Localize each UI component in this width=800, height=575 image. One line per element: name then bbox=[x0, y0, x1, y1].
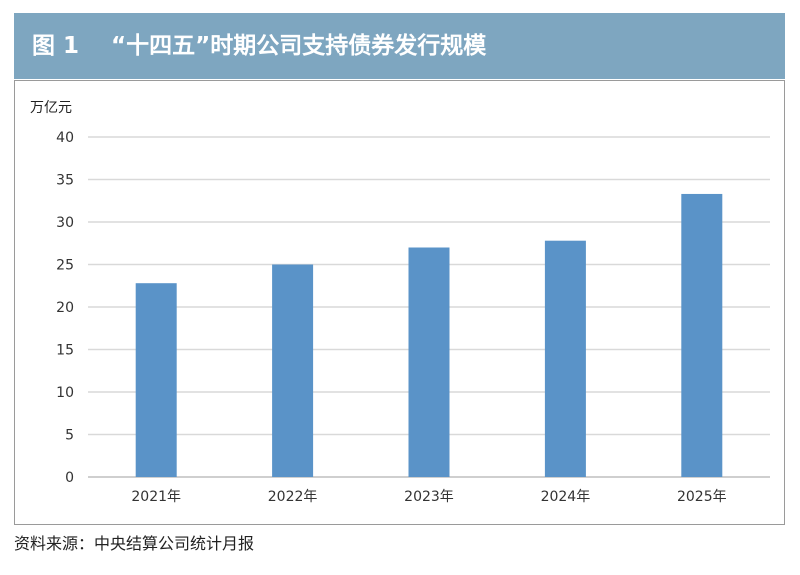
y-tick-label: 35 bbox=[56, 173, 74, 189]
bars bbox=[135, 193, 723, 477]
bar bbox=[544, 240, 586, 477]
y-axis-ticks: 0 5 10 15 20 25 30 35 40 bbox=[56, 130, 74, 486]
y-tick-label: 30 bbox=[56, 215, 74, 231]
source-note: 资料来源：中央结算公司统计月报 bbox=[14, 534, 255, 553]
bar bbox=[272, 264, 314, 477]
x-tick-label: 2023年 bbox=[404, 489, 454, 505]
x-tick-label: 2022年 bbox=[268, 489, 318, 505]
bar bbox=[408, 247, 450, 477]
x-tick-label: 2021年 bbox=[131, 489, 181, 505]
figure-header: 图 1 “十四五”时期公司支持债券发行规模 bbox=[14, 13, 785, 79]
y-tick-label: 10 bbox=[56, 385, 74, 401]
bar bbox=[135, 283, 177, 477]
y-tick-label: 5 bbox=[65, 428, 74, 444]
figure-label: 图 1 bbox=[32, 33, 80, 59]
x-tick-label: 2025年 bbox=[677, 489, 727, 505]
y-tick-label: 15 bbox=[56, 343, 74, 359]
figure-title-text: “十四五”时期公司支持债券发行规模 bbox=[111, 33, 487, 59]
x-tick-label: 2024年 bbox=[541, 489, 591, 505]
y-unit-label: 万亿元 bbox=[30, 100, 72, 116]
y-tick-label: 20 bbox=[56, 300, 74, 316]
figure-title: 图 1 “十四五”时期公司支持债券发行规模 bbox=[32, 13, 486, 79]
x-axis-ticks: 2021年 2022年 2023年 2024年 2025年 bbox=[131, 489, 726, 505]
y-tick-label: 40 bbox=[56, 130, 74, 146]
bar bbox=[681, 193, 723, 477]
y-tick-label: 25 bbox=[56, 258, 74, 274]
y-tick-label: 0 bbox=[65, 470, 74, 486]
